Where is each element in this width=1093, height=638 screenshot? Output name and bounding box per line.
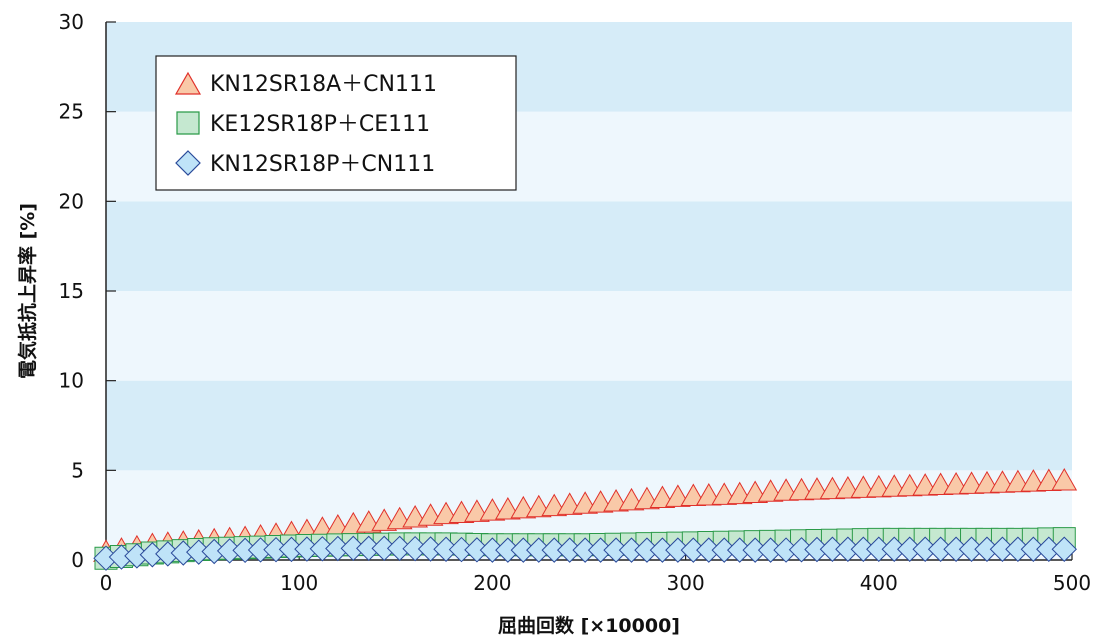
- plot-band: [106, 201, 1072, 291]
- x-tick-label: 0: [100, 571, 113, 595]
- legend-label: KN12SR18P＋CN111: [210, 152, 435, 177]
- x-tick-label: 400: [860, 571, 898, 595]
- plot-band: [106, 291, 1072, 381]
- y-tick-label: 20: [59, 189, 84, 213]
- y-tick-label: 15: [59, 279, 84, 303]
- y-tick-label: 25: [59, 100, 84, 124]
- y-tick-label: 5: [71, 458, 84, 482]
- legend-box: [155, 55, 517, 191]
- x-axis-title: 屈曲回数 [×10000]: [498, 614, 680, 637]
- legend-marker: [175, 150, 201, 176]
- y-tick-label: 0: [71, 548, 84, 572]
- series-3: [93, 535, 1077, 571]
- legend-marker: [176, 111, 200, 135]
- x-tick-label: 100: [280, 571, 318, 595]
- legend-marker: [174, 71, 202, 95]
- legend: KN12SR18A＋CN111 KE12SR18P＋CE111 KN12SR18P＋…: [155, 55, 517, 191]
- legend-label: KE12SR18P＋CE111: [210, 112, 430, 137]
- y-tick-label: 10: [59, 369, 84, 393]
- data-point: [1051, 467, 1078, 491]
- x-tick-label: 200: [473, 571, 511, 595]
- x-tick-label: 500: [1053, 571, 1091, 595]
- x-tick-label: 300: [667, 571, 705, 595]
- plot-band: [106, 380, 1072, 471]
- y-tick-label: 30: [59, 10, 84, 34]
- data-point: [1051, 536, 1077, 562]
- y-axis-title: 電気抵抗上昇率 [%]: [16, 203, 39, 379]
- series-layer: [93, 467, 1078, 571]
- legend-label: KN12SR18A＋CN111: [210, 72, 437, 97]
